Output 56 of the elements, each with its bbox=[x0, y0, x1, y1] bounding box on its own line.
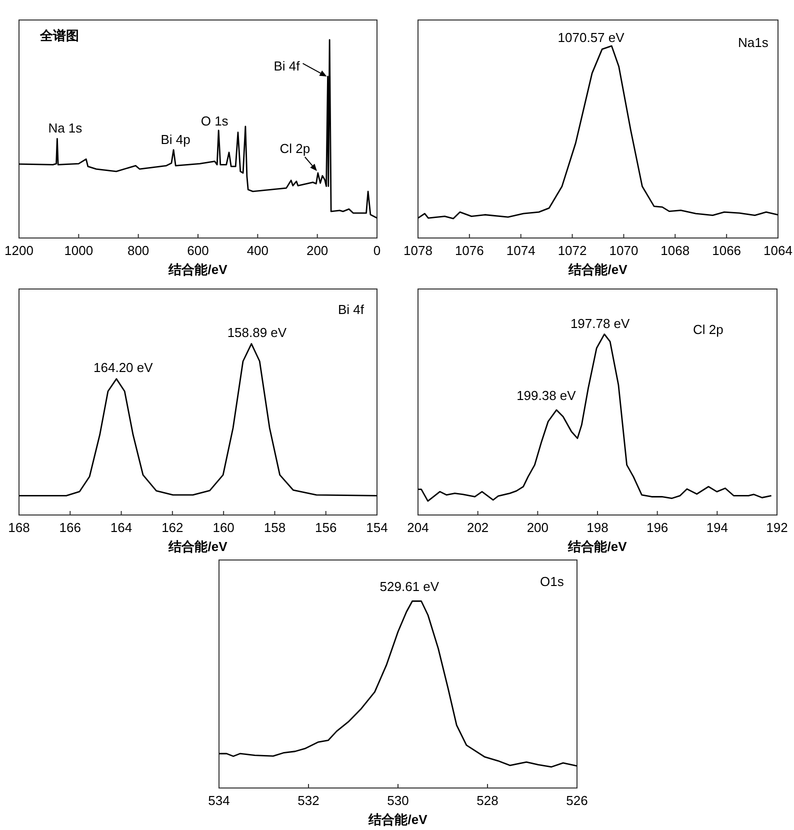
x-tick-label: 600 bbox=[187, 243, 209, 258]
chart-title: O1s bbox=[540, 574, 564, 589]
annotation: Bi 4f bbox=[274, 58, 300, 74]
annotation: Cl 2p bbox=[280, 140, 310, 156]
x-tick-label: 154 bbox=[366, 520, 388, 535]
x-tick-label: 1068 bbox=[660, 243, 690, 258]
annotation: 197.78 eV bbox=[570, 316, 630, 332]
x-tick-label: 200 bbox=[306, 243, 328, 258]
chart-title: Cl 2p bbox=[693, 322, 724, 337]
annotation: O 1s bbox=[200, 113, 229, 128]
x-tick-label: 400 bbox=[246, 243, 269, 258]
x-tick-label: 0 bbox=[373, 243, 381, 258]
x-tick-label: 1074 bbox=[506, 243, 536, 258]
annotation: 1070.57 eV bbox=[558, 30, 625, 45]
x-axis-title: 结合能/eV bbox=[168, 539, 228, 554]
x-tick-label: 162 bbox=[162, 520, 184, 535]
x-axis-title: 结合能/eV bbox=[168, 262, 228, 277]
x-tick-label: 198 bbox=[586, 520, 608, 535]
x-tick-label: 532 bbox=[298, 793, 320, 808]
x-tick-label: 194 bbox=[706, 520, 728, 535]
x-tick-label: 1072 bbox=[558, 243, 587, 258]
x-tick-label: 164 bbox=[110, 520, 132, 535]
chart-title: 全谱图 bbox=[39, 28, 79, 43]
x-tick-label: 204 bbox=[407, 520, 429, 535]
x-tick-label: 528 bbox=[476, 793, 498, 808]
x-tick-label: 166 bbox=[59, 520, 81, 535]
x-tick-label: 168 bbox=[8, 520, 30, 535]
annotation: Bi 4p bbox=[160, 132, 190, 147]
x-tick-label: 1000 bbox=[64, 243, 94, 258]
x-tick-label: 800 bbox=[127, 243, 150, 258]
chart-title: Bi 4f bbox=[338, 302, 364, 317]
x-tick-label: 1200 bbox=[4, 243, 34, 258]
x-tick-label: 1064 bbox=[764, 243, 792, 258]
x-tick-label: 1076 bbox=[454, 243, 484, 258]
annotation: 529.61 eV bbox=[380, 579, 440, 594]
x-tick-label: 1078 bbox=[404, 243, 432, 258]
x-tick-label: 158 bbox=[264, 520, 286, 535]
x-tick-label: 196 bbox=[646, 520, 668, 535]
x-tick-label: 530 bbox=[387, 793, 409, 808]
x-axis-title: 结合能/eV bbox=[567, 539, 628, 554]
x-tick-label: 202 bbox=[466, 520, 489, 535]
x-tick-label: 160 bbox=[212, 520, 234, 535]
x-tick-label: 526 bbox=[566, 793, 588, 808]
annotation: Na 1s bbox=[48, 120, 83, 136]
chart-title: Na1s bbox=[738, 35, 769, 50]
x-axis-title: 结合能/eV bbox=[368, 812, 428, 827]
annotation: 199.38 eV bbox=[516, 388, 576, 403]
x-tick-label: 156 bbox=[315, 520, 337, 535]
annotation: 158.89 eV bbox=[227, 324, 287, 340]
x-tick-label: 1070 bbox=[609, 243, 638, 258]
x-axis-title: 结合能/eV bbox=[568, 262, 628, 277]
x-tick-label: 534 bbox=[208, 793, 230, 808]
x-tick-label: 200 bbox=[526, 520, 549, 535]
x-tick-label: 192 bbox=[766, 520, 788, 535]
x-tick-label: 1066 bbox=[712, 243, 742, 258]
annotation: 164.20 eV bbox=[94, 360, 154, 375]
